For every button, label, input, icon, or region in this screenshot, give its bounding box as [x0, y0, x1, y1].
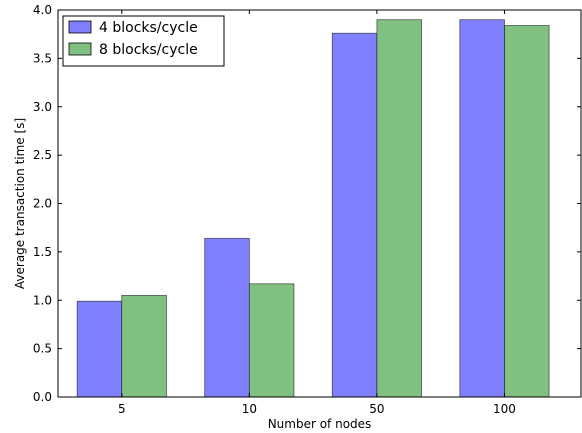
bar-8-blocks-50: [376, 19, 422, 398]
x-tick-label-100: 100: [493, 402, 516, 416]
y-axis-ticks: 0.0 0.5 1.0 1.5 2.0 2.5 3.0 3.5 4.0: [33, 3, 581, 404]
y-tick-label-4.0: 4.0: [33, 3, 52, 17]
bar-8-blocks-100: [504, 25, 550, 398]
bars-group: [76, 19, 550, 398]
legend-label-4-blocks: 4 blocks/cycle: [99, 20, 198, 36]
x-tick-label-5: 5: [118, 402, 126, 416]
bar-4-blocks-10: [204, 237, 250, 398]
y-tick-label-3.5: 3.5: [33, 51, 52, 65]
x-axis-label: Number of nodes: [268, 417, 372, 431]
bar-4-blocks-100: [459, 19, 505, 398]
bar-4-blocks-5: [76, 300, 123, 398]
x-tick-label-10: 10: [242, 402, 257, 416]
legend: 4 blocks/cycle 8 blocks/cycle: [62, 15, 225, 67]
y-tick-label-3.0: 3.0: [33, 100, 52, 114]
y-tick-label-2.0: 2.0: [33, 197, 52, 211]
legend-label-8-blocks: 8 blocks/cycle: [99, 42, 198, 58]
plot-frame: [57, 9, 582, 398]
bar-8-blocks-10: [248, 283, 295, 398]
bar-8-blocks-5: [121, 295, 167, 398]
y-tick-label-1.5: 1.5: [33, 245, 52, 259]
x-axis-ticks: 5 10 50 100: [118, 10, 516, 416]
y-tick-label-1.0: 1.0: [33, 293, 52, 307]
x-tick-label-50: 50: [369, 402, 384, 416]
y-tick-label-0.0: 0.0: [33, 390, 52, 404]
y-tick-label-0.5: 0.5: [33, 342, 52, 356]
legend-swatch-8-blocks: [68, 42, 92, 56]
y-tick-label-2.5: 2.5: [33, 148, 52, 162]
legend-swatch-4-blocks: [68, 20, 92, 34]
bar-4-blocks-50: [331, 32, 378, 398]
y-axis-label: Average transaction time [s]: [13, 118, 27, 289]
legend-box: [62, 15, 225, 67]
